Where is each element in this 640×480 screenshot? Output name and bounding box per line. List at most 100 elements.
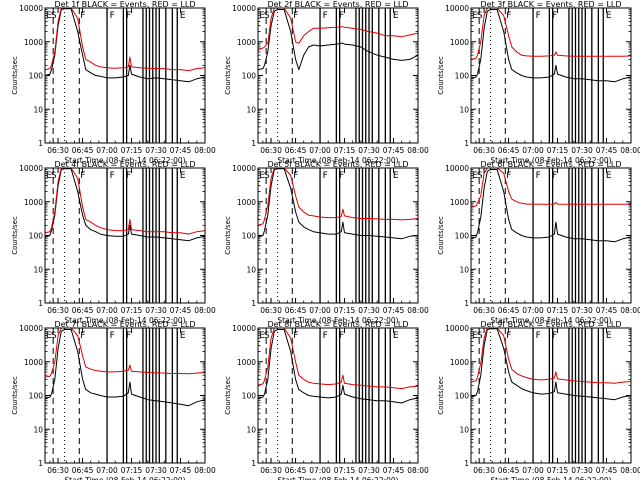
x-tick-label: 08:00 — [194, 306, 216, 315]
x-tick-label: 07:45 — [383, 146, 405, 155]
interval-label: F — [552, 171, 557, 181]
interval-label: E — [472, 11, 478, 21]
y-tick-label: 10 — [246, 425, 256, 434]
interval-label: F — [293, 331, 298, 341]
x-tick-label: 07:30 — [571, 146, 593, 155]
y-tick-label: 1000 — [237, 198, 256, 207]
interval-label: F — [506, 171, 511, 181]
interval-label: E — [393, 171, 399, 181]
x-tick-label: 08:00 — [407, 466, 429, 475]
interval-label: E — [180, 331, 186, 341]
lld-series-line — [45, 8, 205, 72]
y-tick-label: 10 — [459, 425, 469, 434]
panel-title: Det 2f BLACK = Events, RED = LLD — [267, 0, 408, 9]
y-tick-label: 10000 — [445, 164, 469, 173]
y-tick-label: 1 — [464, 459, 469, 468]
y-tick-label: 10000 — [19, 324, 43, 333]
interval-label: F — [536, 171, 541, 181]
interval-label: E — [259, 331, 265, 341]
interval-label: F — [80, 331, 85, 341]
y-tick-label: 100 — [29, 72, 44, 81]
x-tick-label: 07:15 — [547, 146, 569, 155]
lld-series-line — [45, 168, 205, 235]
interval-label: S — [264, 11, 270, 21]
panel-title: Det 8f BLACK = Events, RED = LLD — [267, 320, 408, 329]
x-tick-label: 08:00 — [620, 146, 640, 155]
x-tick-label: 06:30 — [473, 146, 495, 155]
lld-series-line — [45, 328, 205, 378]
y-tick-label: 10000 — [232, 4, 256, 13]
x-tick-label: 06:45 — [72, 466, 94, 475]
plot-area — [45, 328, 205, 463]
events-series-line — [471, 328, 631, 401]
x-tick-label: 07:30 — [145, 306, 167, 315]
panel-title: Det 4f BLACK = Events, RED = LLD — [54, 160, 195, 169]
x-tick-label: 06:45 — [285, 146, 307, 155]
y-tick-label: 10000 — [19, 164, 43, 173]
interval-label: S — [477, 331, 483, 341]
interval-label: S — [264, 171, 270, 181]
x-tick-label: 06:30 — [260, 306, 282, 315]
lld-series-line — [258, 328, 418, 390]
x-axis-label: Start Time (08-Feb-14 06:22:00) — [277, 156, 398, 165]
x-tick-label: 07:15 — [334, 466, 356, 475]
plot-area — [45, 8, 205, 143]
interval-label: E — [46, 11, 52, 21]
interval-label: S — [51, 11, 57, 21]
x-tick-label: 06:45 — [72, 306, 94, 315]
plot-area — [471, 328, 631, 463]
x-tick-label: 07:30 — [571, 306, 593, 315]
events-series-line — [471, 169, 631, 243]
plot-area — [471, 8, 631, 143]
y-axis-label: Counts/sec — [224, 216, 232, 255]
x-axis-label: Start Time (08-Feb-14 06:22:00) — [277, 316, 398, 325]
interval-label: F — [552, 11, 557, 21]
x-tick-label: 08:00 — [194, 466, 216, 475]
y-tick-label: 1 — [251, 459, 256, 468]
y-tick-label: 100 — [455, 392, 470, 401]
x-tick-label: 07:15 — [121, 306, 143, 315]
x-tick-label: 07:30 — [358, 466, 380, 475]
x-tick-label: 08:00 — [620, 466, 640, 475]
x-tick-label: 06:30 — [473, 466, 495, 475]
y-tick-label: 1000 — [24, 38, 43, 47]
interval-label: S — [51, 171, 57, 181]
interval-label: E — [180, 171, 186, 181]
x-tick-label: 06:30 — [260, 466, 282, 475]
x-tick-label: 06:45 — [285, 306, 307, 315]
x-axis-label: Start Time (08-Feb-14 06:22:00) — [490, 316, 611, 325]
lld-series-line — [258, 8, 418, 50]
interval-label: F — [323, 11, 328, 21]
interval-label: E — [259, 171, 265, 181]
x-tick-label: 07:15 — [547, 466, 569, 475]
interval-label: F — [110, 331, 115, 341]
interval-label: F — [126, 331, 131, 341]
y-tick-label: 100 — [242, 72, 257, 81]
y-tick-label: 10 — [246, 105, 256, 114]
interval-label: E — [472, 331, 478, 341]
interval-label: E — [46, 331, 52, 341]
y-tick-label: 1000 — [237, 38, 256, 47]
interval-label: F — [323, 331, 328, 341]
y-tick-label: 10000 — [445, 324, 469, 333]
y-tick-label: 1 — [464, 299, 469, 308]
y-axis-label: Counts/sec — [11, 216, 19, 255]
interval-label: F — [293, 171, 298, 181]
interval-label: E — [393, 331, 399, 341]
x-axis-label: Start Time (08-Feb-14 06:22:00) — [490, 476, 611, 480]
x-tick-label: 07:15 — [121, 146, 143, 155]
interval-label: F — [323, 171, 328, 181]
x-axis-label: Start Time (08-Feb-14 06:22:00) — [64, 476, 185, 480]
events-series-line — [45, 168, 205, 242]
interval-label: E — [180, 11, 186, 21]
y-tick-label: 10 — [33, 265, 43, 274]
y-axis-label: Counts/sec — [437, 376, 445, 415]
interval-label: E — [393, 11, 399, 21]
interval-label: S — [477, 11, 483, 21]
